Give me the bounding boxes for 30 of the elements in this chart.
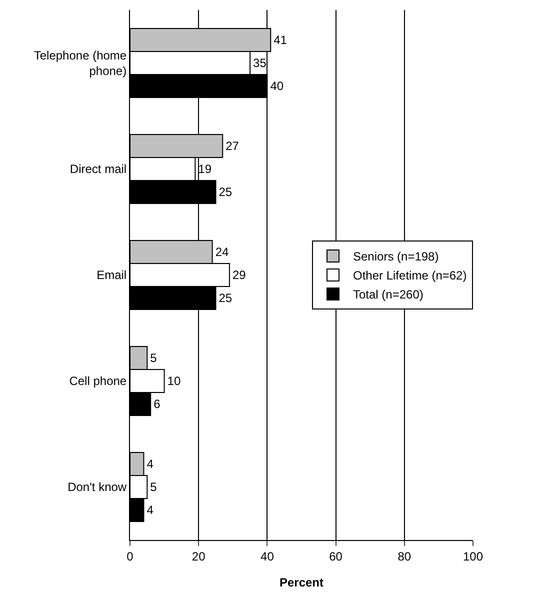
data-label: 24 [215,245,229,260]
y-tick-label: Direct mail [70,162,127,176]
y-tick-label: Don't know [68,480,127,494]
data-label: 35 [253,56,267,70]
y-tick-label: Cell phone [69,374,127,388]
y-tick-label: Telephone (home phone) [34,48,127,78]
data-label: 4 [146,457,154,472]
legend-label: Total (n=260) [353,288,424,302]
x-tick-label: 40 [260,549,274,564]
data-label: 10 [167,374,181,388]
data-label: 19 [198,162,212,176]
data-label: 25 [218,184,232,199]
x-tick-label: 60 [329,549,343,564]
x-tick-label: 0 [126,549,134,564]
legend-label: Other Lifetime (n=62) [353,268,467,283]
data-label: 29 [232,268,246,282]
legend-label: Seniors (n=198) [353,250,439,264]
y-tick-label: Email [96,268,127,282]
data-label: 5 [150,480,158,494]
data-label: 41 [274,33,288,48]
data-label: 40 [270,78,284,93]
data-label: 6 [154,396,161,411]
data-label: 4 [146,502,154,517]
data-label: 27 [226,139,240,154]
x-axis-title: Percent [279,575,324,590]
x-tick-label: 20 [192,549,206,564]
x-tick-label: 80 [398,549,412,564]
data-label: 25 [218,290,232,305]
x-tick-label: 100 [462,549,484,564]
data-label: 5 [150,351,158,366]
